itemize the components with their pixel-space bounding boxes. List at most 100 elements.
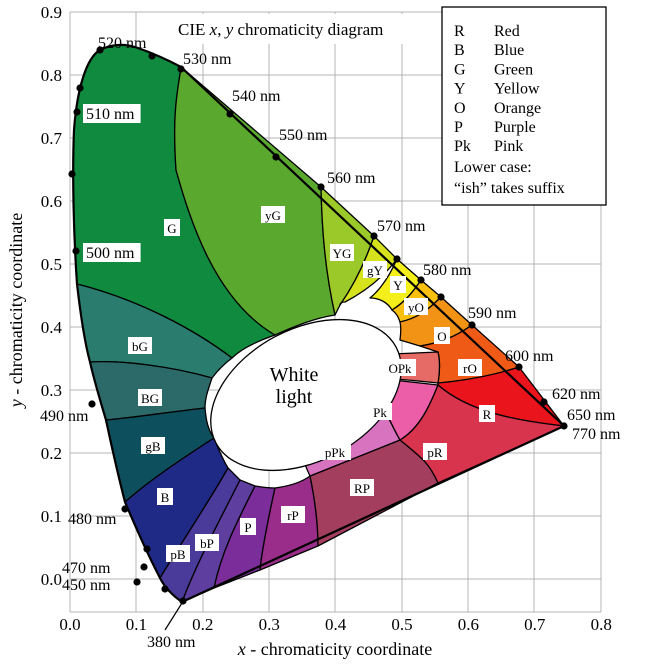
- white-light-label-2: light: [276, 386, 313, 408]
- region-label-box: [404, 298, 428, 315]
- region-label-box: [141, 437, 165, 454]
- region-label: RP: [354, 481, 370, 496]
- y-tick-label: 0.0: [41, 570, 62, 589]
- region-label: gB: [145, 439, 161, 454]
- legend-name: Pink: [494, 138, 523, 155]
- wavelength-label: 500 nm: [86, 245, 135, 262]
- x-tick-label: 0.2: [192, 615, 213, 634]
- region-label-box: [434, 327, 450, 344]
- region-label-box: [138, 389, 162, 406]
- region-label-box: [368, 403, 392, 420]
- wavelength-label: 550 nm: [279, 127, 328, 144]
- wavelength-label: 620 nm: [552, 386, 601, 403]
- region-label-box: [195, 534, 219, 551]
- legend-frame: [441, 6, 607, 206]
- wavelength-label-box: [83, 243, 141, 262]
- wavelength-dot: [96, 46, 104, 54]
- region-label: bG: [132, 339, 148, 354]
- legend-note-2: “ish” takes suffix: [454, 180, 565, 197]
- region-label: bP: [200, 536, 214, 551]
- y-axis-ticks: 0.0 0.1 0.2 0.3 0.4 0.5 0.6 0.7 0.8 0.9: [41, 3, 63, 589]
- wavelength-label: 530 nm: [183, 51, 232, 68]
- legend-name: Red: [494, 23, 520, 40]
- x-tick-label: 0.7: [524, 615, 546, 634]
- region-label: G: [167, 221, 176, 236]
- wavelength-label: 580 nm: [423, 262, 472, 279]
- legend-name: Orange: [494, 100, 541, 117]
- region-label-box: [157, 488, 173, 505]
- wavelength-dot: [73, 108, 81, 116]
- wavelength-dot: [68, 170, 76, 178]
- y-axis-label: y - chromaticity coordinate: [6, 213, 26, 409]
- wavelength-label: 770 nm: [572, 426, 621, 443]
- region-label: yO: [408, 300, 424, 315]
- wavelength-label: 560 nm: [327, 170, 376, 187]
- white-light-label: White: [270, 364, 319, 386]
- wavelength-dot: [161, 585, 169, 593]
- region-label: gY: [367, 263, 384, 278]
- y-tick-label: 0.7: [41, 129, 63, 148]
- region-label: rO: [463, 361, 477, 376]
- wavelength-label: 450 nm: [62, 577, 111, 594]
- x-axis-label: x - chromaticity coordinate: [237, 639, 432, 659]
- x-tick-label: 0.1: [126, 615, 147, 634]
- wavelength-dot: [133, 578, 141, 586]
- region-label-box: [319, 443, 351, 460]
- legend-abbr: P: [454, 119, 463, 136]
- wavelength-label: 570 nm: [377, 218, 426, 235]
- region-label: Pk: [373, 405, 387, 420]
- wavelength-label: 590 nm: [468, 305, 517, 322]
- region-label-box: [261, 206, 285, 223]
- region-label: pPk: [325, 445, 346, 460]
- wavelength-label-box: [83, 104, 141, 123]
- region-label-box: [479, 405, 495, 422]
- region-label-box: [281, 506, 305, 523]
- wavelength-dot: [437, 293, 445, 301]
- legend-name: Blue: [494, 42, 524, 59]
- region-label-box: [166, 545, 190, 562]
- region-label: R: [483, 407, 492, 422]
- wavelength-leader-line: [164, 602, 183, 631]
- legend-note-1: Lower case:: [454, 159, 532, 176]
- region-label-box: [384, 359, 416, 376]
- region-label: B: [161, 490, 170, 505]
- title-box: [168, 14, 430, 44]
- legend-abbr: Y: [454, 81, 466, 98]
- region-label-box: [458, 359, 482, 376]
- region-label: rP: [287, 508, 299, 523]
- region-labels: GyG YG gY YyO OrO RbG BG gB BpB bP PrP RP pPk Pk pR OPk: [128, 206, 495, 562]
- wavelength-label: 380 nm: [147, 634, 196, 651]
- region-label-box: [423, 443, 447, 460]
- x-tick-label: 0.4: [325, 615, 347, 634]
- y-tick-label: 0.5: [41, 255, 62, 274]
- wavelength-dot: [76, 84, 84, 92]
- x-tick-label: 0.5: [391, 615, 412, 634]
- y-tick-label: 0.4: [41, 318, 63, 337]
- wavelength-dot: [179, 597, 187, 605]
- diagram-title: CIE x, y chromaticity diagram: [178, 20, 383, 39]
- region-label-box: [330, 244, 354, 261]
- wavelength-label: 490 nm: [40, 408, 89, 425]
- wavelength-labels: 520 nm 530 nm 540 nm 550 nm 560 nm 570 nm 580 …: [40, 35, 621, 651]
- region-label: YG: [333, 246, 352, 261]
- wavelength-dot: [468, 321, 476, 329]
- y-tick-label: 0.1: [41, 507, 62, 526]
- wavelength-dot: [272, 153, 280, 161]
- region-label: yG: [265, 208, 281, 223]
- region-label-box: [390, 276, 406, 293]
- wavelength-label: 470 nm: [62, 560, 111, 577]
- x-tick-label: 0.3: [259, 615, 280, 634]
- wavelength-dot: [121, 505, 129, 513]
- legend-abbr: B: [454, 42, 465, 59]
- wavelength-label: 520 nm: [98, 35, 147, 52]
- wavelength-dot: [226, 110, 234, 118]
- x-tick-label: 0.6: [458, 615, 479, 634]
- legend-name: Green: [494, 61, 533, 78]
- y-tick-label: 0.6: [41, 192, 62, 211]
- wavelength-label: 650 nm: [567, 407, 616, 424]
- wavelength-dot: [317, 183, 325, 191]
- y-tick-label: 0.8: [41, 66, 62, 85]
- wavelength-dot: [140, 563, 148, 571]
- region-label: OPk: [388, 361, 412, 376]
